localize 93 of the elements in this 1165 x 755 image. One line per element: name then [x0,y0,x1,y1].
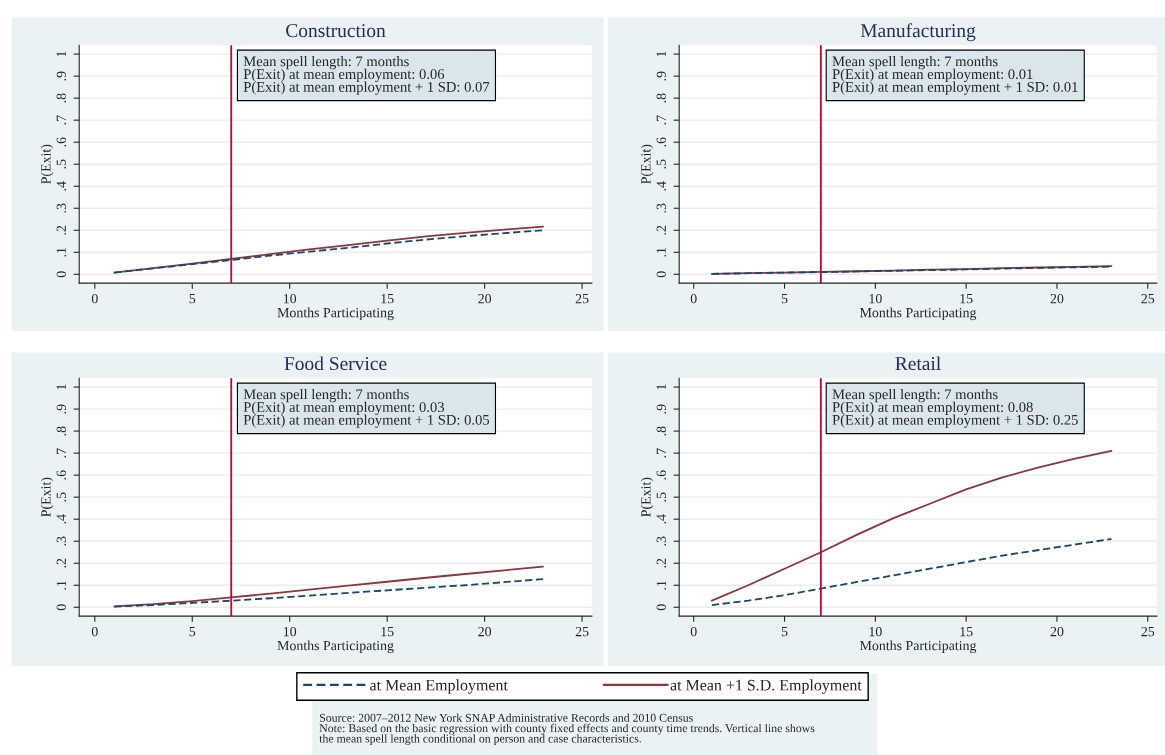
line-series [710,538,1113,606]
y-tick-label: .1 [56,580,67,590]
y-tick-label: .9 [656,404,667,414]
y-tick-label: .7 [656,448,667,458]
y-tick-label: .4 [656,181,667,191]
line-series [113,565,544,608]
y-tick-label: .3 [656,203,667,213]
y-tick-label: .1 [56,247,67,257]
y-tick-label: .4 [56,181,67,191]
y-tick-label: 0 [656,604,666,611]
y-tick-label: .9 [656,71,667,81]
x-tick-label: 0 [91,293,98,304]
y-tick-label: 1 [56,51,66,57]
annotation: P(Exit) at mean employment + 1 SD: 0.01 [832,81,1078,95]
y-axis-title: P(Exit) [640,144,654,184]
y-tick-label: .5 [656,492,667,502]
y-tick-label: .3 [656,536,667,546]
x-axis-title: Months Participating [277,640,394,654]
x-tick-label: 25 [1141,293,1155,304]
y-tick-label: .9 [56,71,67,81]
x-tick-label: 25 [575,626,589,637]
y-tick-label: .8 [656,93,667,103]
y-tick-label: .6 [56,137,67,147]
annotation: P(Exit) at mean employment + 1 SD: 0.07 [243,81,490,95]
chart-title: Construction [286,24,386,38]
y-tick-label: 1 [656,384,666,390]
line-series [113,578,544,608]
y-tick-label: .1 [656,580,667,590]
y-tick-label: 0 [656,271,666,278]
y-tick-label: .8 [56,93,67,103]
x-tick-label: 25 [575,293,589,304]
x-tick-label: 0 [690,626,697,637]
y-axis-title: P(Exit) [40,144,54,184]
x-tick-label: 10 [869,626,882,637]
y-tick-label: .4 [656,514,667,524]
x-tick-label: 15 [960,294,973,304]
x-tick-label: 20 [478,626,492,637]
y-tick-label: .2 [656,225,667,235]
x-tick-label: 0 [91,626,98,637]
y-tick-label: .6 [656,470,667,480]
annotation: P(Exit) at mean employment + 1 SD: 0.25 [832,414,1078,428]
x-tick-label: 15 [960,626,973,637]
x-tick-label: 5 [781,627,788,637]
x-axis-title: Months Participating [859,640,977,654]
x-tick-label: 10 [283,293,297,304]
y-tick-label: .5 [656,159,667,169]
x-axis-title: Months Participating [859,307,977,321]
chart-title: Manufacturing [860,23,976,42]
source-note: Source: 2007–2012 New York SNAP Administrative Records and 2010 Census [320,713,693,722]
annotation: P(Exit) at mean employment + 1 SD: 0.05 [243,414,490,428]
text: Note: Based on the basic regression with county fixed effects and county time trends. Vertical line shows the mean spell length conditional on person and case characteristics. [319,723,815,745]
x-tick-label: 20 [1050,626,1064,637]
chart-title: Retail [895,356,941,371]
y-tick-label: .1 [656,247,667,257]
y-tick-label: .4 [56,514,67,524]
x-tick-label: 5 [189,294,196,304]
y-tick-label: .9 [56,404,67,414]
x-tick-label: 5 [781,294,788,304]
y-tick-label: .7 [56,448,67,458]
y-tick-label: .6 [56,470,67,480]
y-tick-label: .5 [56,492,67,502]
y-tick-label: 0 [56,271,66,278]
y-tick-label: .7 [656,115,667,125]
x-tick-label: 25 [1141,626,1155,637]
x-tick-label: 15 [381,626,394,637]
y-axis-title: P(Exit) [640,477,654,517]
y-tick-label: .5 [56,159,67,169]
x-tick-label: 10 [869,293,882,304]
y-tick-label: 1 [656,51,666,57]
x-tick-label: 20 [1050,293,1064,304]
x-tick-label: 20 [478,293,492,304]
y-tick-label: .7 [56,115,67,125]
x-tick-label: 5 [189,627,196,637]
y-tick-label: 0 [56,604,66,611]
line-series [710,265,1113,275]
y-axis-title: P(Exit) [40,477,54,517]
y-tick-label: .3 [56,536,67,546]
y-tick-label: .2 [656,558,667,568]
line-series [710,450,1113,602]
x-axis-title: Months Participating [277,307,394,321]
legend-label: at Mean +1 S.D. Employment [670,679,862,694]
x-tick-label: 10 [283,626,297,637]
y-tick-label: .6 [656,137,667,147]
chart-title: Food Service [284,356,387,371]
y-tick-label: .8 [56,426,67,436]
y-tick-label: .2 [56,225,67,235]
y-tick-label: .2 [56,558,67,568]
x-tick-label: 15 [381,294,394,304]
x-tick-label: 0 [690,293,697,304]
legend-label: at Mean Employment [370,679,508,694]
y-tick-label: .8 [656,426,667,436]
y-tick-label: .3 [56,203,67,213]
y-tick-label: 1 [56,384,66,390]
